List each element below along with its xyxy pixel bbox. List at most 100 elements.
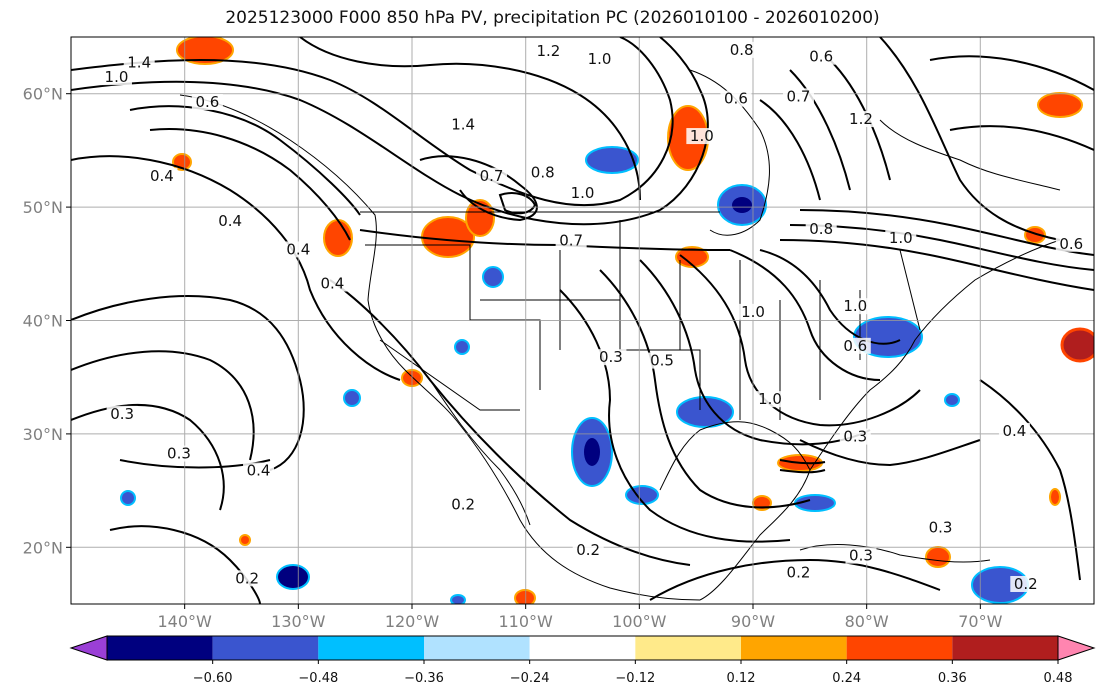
colorbar-tick-label: 0.24: [832, 671, 861, 686]
contour-label-bg: [646, 352, 678, 369]
contour-label-bg: [100, 69, 132, 86]
contour-label: 0.6: [1059, 235, 1083, 253]
colorbar-extend-max: [1057, 635, 1096, 661]
latitude-labels: 60°N 50°N 40°N 30°N 20°N: [23, 85, 71, 557]
contour-label-bg: [572, 541, 604, 558]
colorbar-outline: [106, 635, 1059, 661]
contour-label: 0.2: [235, 569, 259, 587]
contour-label-bg: [555, 232, 587, 249]
contour-label: 0.2: [787, 564, 811, 582]
contour-label-bg: [163, 445, 195, 462]
contour-label-bg: [282, 241, 314, 258]
contour-label-bg: [584, 50, 616, 67]
contour-label: 1.0: [741, 303, 765, 321]
contour-label: 0.7: [480, 167, 504, 185]
contour-label: 0.3: [167, 445, 191, 463]
lon-tick-label: 70°W: [958, 612, 1002, 631]
contour-label-bg: [782, 564, 814, 581]
lon-tick-label: 130°W: [271, 612, 326, 631]
colorbar-segment: [952, 636, 1058, 660]
contour-label: 0.4: [321, 274, 345, 292]
contour-label: 0.3: [929, 518, 953, 536]
colorbar-tick-label: −0.24: [510, 671, 550, 686]
colorbar-segment: [846, 636, 953, 660]
colorbar-segment: [318, 636, 424, 660]
lat-tick-label: 40°N: [23, 312, 63, 331]
lat-tick-label: 50°N: [23, 198, 63, 217]
contour-label-bg: [805, 48, 837, 65]
colorbar-segment: [635, 636, 741, 660]
contour-label: 0.3: [843, 428, 867, 446]
contour-label: 0.4: [150, 167, 174, 185]
contour-label: 0.6: [195, 93, 219, 111]
contour-label: 1.0: [571, 184, 595, 202]
map-title: 2025123000 F000 850 hPa PV, precipitatio…: [225, 8, 880, 28]
contour-label-bg: [595, 349, 627, 366]
contour-label-bg: [925, 519, 957, 536]
colorbar-tick-label: 0.36: [938, 671, 967, 686]
contour-label: 1.2: [536, 42, 560, 60]
colorbar-tick-label: 0.48: [1044, 671, 1073, 686]
contour-label-bg: [805, 221, 837, 238]
lon-tick-label: 100°W: [612, 612, 667, 631]
contour-label-bg: [123, 54, 155, 71]
contour-label: 0.6: [809, 48, 833, 66]
lat-tick-label: 30°N: [23, 425, 63, 444]
colorbar-tick-label: 0.12: [727, 671, 756, 686]
lon-tick-label: 110°W: [498, 612, 553, 631]
colorbar-tick-label: −0.36: [404, 671, 444, 686]
contour-label: 0.6: [724, 90, 748, 108]
contour-label: 0.5: [650, 352, 674, 370]
contour-label: 0.7: [787, 87, 811, 105]
contour-label-bg: [214, 213, 246, 230]
contour-label: 0.4: [286, 240, 310, 258]
coastlines: [179, 69, 1061, 601]
contour-label: 0.4: [218, 212, 242, 230]
contour-label: 1.0: [105, 68, 129, 86]
contour-label: 1.0: [588, 50, 612, 68]
colorbar-segment: [107, 636, 213, 660]
contour-label-bg: [845, 111, 877, 128]
contour-label-bg: [447, 116, 479, 133]
colorbar-segment: [424, 636, 530, 660]
contour-label: 0.4: [247, 462, 271, 480]
contour-label-bg: [447, 496, 479, 513]
contour-label: 1.0: [889, 229, 913, 247]
contour-label-bg: [726, 41, 758, 58]
contour-label-bg: [1055, 235, 1087, 252]
lon-tick-label: 80°W: [845, 612, 889, 631]
contour-label-bg: [567, 184, 598, 201]
contour-label: 0.7: [559, 231, 583, 249]
lon-tick-label: 120°W: [385, 612, 440, 631]
contour-label-bg: [316, 275, 348, 292]
contour-label-bg: [527, 164, 559, 181]
contour-label: 0.3: [110, 405, 134, 423]
contour-label: 0.6: [843, 337, 867, 355]
contour-label: 0.3: [849, 547, 873, 565]
contour-label-bg: [845, 547, 877, 564]
colorbar-extend-min: [69, 635, 108, 661]
contour-label: 1.4: [127, 53, 151, 71]
contour-label-bg: [532, 43, 564, 60]
lon-tick-label: 90°W: [731, 612, 775, 631]
colorbar-segment: [529, 636, 636, 660]
contour-label-bg: [839, 428, 871, 445]
lat-tick-label: 20°N: [23, 538, 63, 557]
precip-negative-areas: [120, 146, 1029, 604]
colorbar-tick-label: −0.12: [615, 671, 655, 686]
contour-label: 1.4: [451, 116, 475, 134]
lon-tick-label: 140°W: [157, 612, 212, 631]
contour-label-bg: [839, 337, 871, 354]
contour-label: 1.0: [690, 127, 714, 145]
contour-label-bg: [243, 462, 275, 479]
contour-label-bg: [686, 128, 718, 145]
contour-label: 0.4: [1003, 422, 1027, 440]
contour-label: 0.2: [576, 541, 600, 559]
contour-label-bg: [782, 88, 814, 105]
contour-label-bg: [839, 298, 871, 315]
contour-label-bg: [476, 167, 508, 184]
contour-label: 1.0: [843, 297, 867, 315]
contour-label: 0.2: [451, 496, 475, 514]
contour-label: 1.0: [758, 390, 782, 408]
colorbar-segment: [212, 636, 319, 660]
